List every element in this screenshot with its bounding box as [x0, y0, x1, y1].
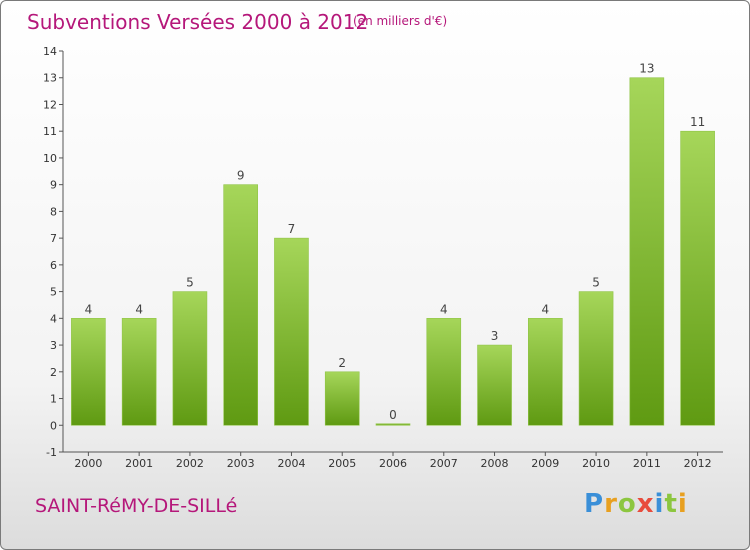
data-label-2003: 9	[237, 169, 245, 183]
logo-letter: x	[636, 489, 655, 519]
unit-note: (en milliers d'€)	[353, 14, 448, 28]
bar-2004	[274, 237, 309, 426]
bar-2006	[375, 423, 411, 426]
bar-2002	[172, 291, 208, 426]
town-name: SAINT-RéMY-DE-SILLé	[35, 495, 238, 517]
y-tick-label: 13	[43, 72, 57, 85]
logo-letter: o	[617, 489, 637, 519]
data-label-2010: 5	[592, 276, 600, 290]
y-tick-label: 0	[50, 419, 57, 432]
bar-2005	[324, 371, 360, 426]
x-tick-label-2008: 2008	[481, 457, 509, 470]
x-tick-label-2007: 2007	[430, 457, 458, 470]
y-tick-label: 6	[50, 259, 57, 272]
data-label-2009: 4	[541, 302, 549, 316]
x-tick-label-2000: 2000	[74, 457, 102, 470]
y-tick-label: 11	[43, 125, 57, 138]
y-tick-label: 12	[43, 98, 57, 111]
x-tick-label-2012: 2012	[684, 457, 712, 470]
data-label-2002: 5	[186, 276, 194, 290]
y-tick-label: 1	[50, 393, 57, 406]
x-tick-label-2011: 2011	[633, 457, 661, 470]
data-label-2004: 7	[288, 222, 296, 236]
x-tick-label-2003: 2003	[227, 457, 255, 470]
bar-2012	[680, 130, 715, 426]
y-tick-label: 7	[50, 232, 57, 245]
logo-letter: r	[604, 489, 618, 519]
data-label-2000: 4	[85, 302, 93, 316]
y-tick-label: 5	[50, 286, 57, 299]
chart-title: Subventions Versées 2000 à 2012	[27, 10, 369, 34]
logo-letter: i	[677, 489, 688, 519]
proxiti-logo: Proxiti	[584, 489, 688, 519]
x-tick-label-2002: 2002	[176, 457, 204, 470]
y-tick-label: 2	[50, 366, 57, 379]
bar-2008	[477, 344, 512, 426]
y-tick-label: 14	[43, 45, 57, 58]
logo-letter: t	[664, 489, 678, 519]
y-tick-label: 10	[43, 152, 57, 165]
y-tick-label: 8	[50, 205, 57, 218]
data-label-2007: 4	[440, 302, 448, 316]
data-label-2008: 3	[491, 329, 499, 343]
x-tick-label-2009: 2009	[531, 457, 559, 470]
bar-2003	[223, 184, 258, 426]
data-label-2001: 4	[135, 302, 143, 316]
y-tick-label: 9	[50, 179, 57, 192]
x-tick-label-2004: 2004	[277, 457, 305, 470]
bar-2000	[71, 318, 106, 426]
bar-2009	[528, 318, 563, 426]
x-tick-label-2001: 2001	[125, 457, 153, 470]
x-tick-label-2005: 2005	[328, 457, 356, 470]
bar-2001	[121, 318, 157, 426]
data-label-2006: 0	[389, 408, 397, 422]
bar-2011	[629, 77, 665, 426]
y-tick-label: -1	[46, 446, 57, 459]
data-label-2005: 2	[338, 356, 346, 370]
bar-2010	[578, 291, 614, 426]
logo-letter: i	[654, 489, 665, 519]
bar-2007	[426, 318, 462, 426]
data-label-2011: 13	[639, 62, 654, 76]
x-tick-label-2006: 2006	[379, 457, 407, 470]
logo-letter: P	[584, 489, 605, 519]
y-tick-label: 4	[50, 312, 57, 325]
data-label-2012: 11	[690, 115, 705, 129]
x-tick-label-2010: 2010	[582, 457, 610, 470]
y-tick-label: 3	[50, 339, 57, 352]
